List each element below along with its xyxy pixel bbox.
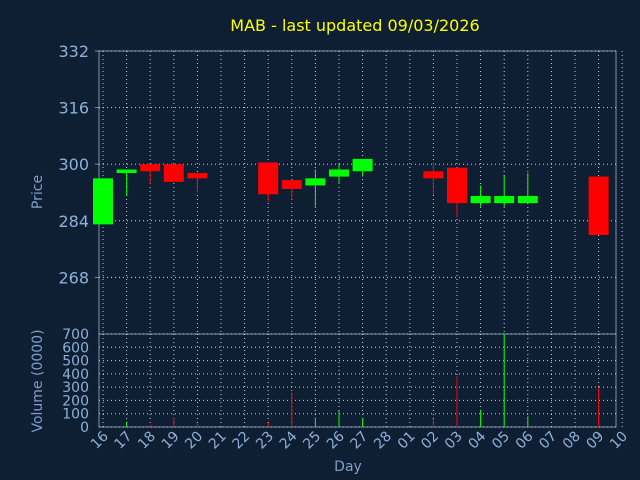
candle-body: [305, 178, 326, 186]
day-x-ticks: 16 17 18 19 20 21 22 23 24 25 26 27 28 01 02 03 04 05 06 07…: [88, 428, 631, 452]
price-plot-frame: [98, 50, 617, 335]
price-y-ticks: 332 316 300 284 268: [58, 42, 99, 287]
day-tick-label: 01: [395, 429, 419, 453]
candle-body: [281, 180, 302, 189]
day-tick-label: 25: [300, 429, 324, 453]
day-tick-label: 16: [88, 428, 112, 452]
day-tick-label: 21: [206, 429, 230, 453]
candle-body: [423, 171, 444, 179]
candle-body: [187, 173, 208, 179]
day-tick-label: 07: [536, 429, 560, 453]
day-tick-label: 02: [418, 429, 442, 453]
candle-body: [116, 169, 137, 174]
volume-bars: [126, 334, 600, 427]
day-tick-label: 10: [607, 429, 631, 453]
candle-body: [447, 167, 467, 204]
candle-body: [258, 162, 279, 195]
day-tick-label: 26: [324, 428, 348, 452]
candle-body: [140, 164, 161, 172]
day-tick-label: 18: [135, 429, 159, 453]
volume-tick-label: 0: [80, 420, 89, 436]
candle-body: [470, 196, 491, 204]
day-tick-label: 03: [442, 429, 466, 453]
volume-tick-label: 700: [62, 327, 89, 343]
volume-tick-label: 500: [62, 354, 89, 370]
volume-tick-label: 600: [62, 340, 89, 356]
volume-grid: [99, 333, 623, 428]
candle-body: [329, 169, 349, 177]
day-tick-label: 05: [489, 429, 513, 453]
price-tick-label: 300: [58, 155, 89, 174]
candle-body: [517, 196, 538, 204]
volume-plot-frame: [98, 333, 617, 428]
day-tick-label: 20: [182, 429, 206, 453]
volume-tick-label: 100: [62, 407, 89, 423]
price-panel: 332 316 300 284 268 Price: [30, 42, 623, 335]
volume-tick-label: 400: [62, 367, 89, 383]
day-tick-label: 06: [513, 428, 537, 452]
candle-body: [588, 176, 609, 235]
price-axis-label: Price: [30, 175, 46, 209]
volume-tick-label: 200: [62, 393, 89, 409]
price-tick-label: 316: [58, 99, 89, 118]
candle-body: [163, 164, 184, 182]
day-tick-label: 08: [560, 429, 584, 453]
price-tick-label: 268: [58, 268, 89, 287]
day-tick-label: 27: [348, 429, 372, 453]
day-tick-label: 17: [112, 429, 136, 453]
day-tick-label: 22: [230, 429, 254, 453]
price-tick-label: 284: [58, 212, 89, 231]
chart-title: MAB - last updated 09/03/2026: [230, 16, 479, 35]
day-tick-label: 23: [253, 429, 277, 453]
day-axis-label: Day: [334, 459, 362, 475]
volume-tick-label: 300: [62, 380, 89, 396]
price-grid: [99, 50, 623, 334]
day-tick-label: 24: [277, 428, 301, 452]
day-tick-label: 09: [584, 429, 608, 453]
candle-body: [352, 158, 373, 172]
day-tick-label: 19: [159, 429, 183, 453]
day-tick-label: 28: [371, 429, 395, 453]
candle-body: [494, 196, 515, 204]
price-tick-label: 332: [58, 42, 89, 61]
volume-axis-label: Volume (0000): [30, 329, 46, 432]
candles: [93, 158, 609, 235]
day-tick-label: 04: [466, 428, 490, 452]
candle-body: [93, 178, 113, 225]
